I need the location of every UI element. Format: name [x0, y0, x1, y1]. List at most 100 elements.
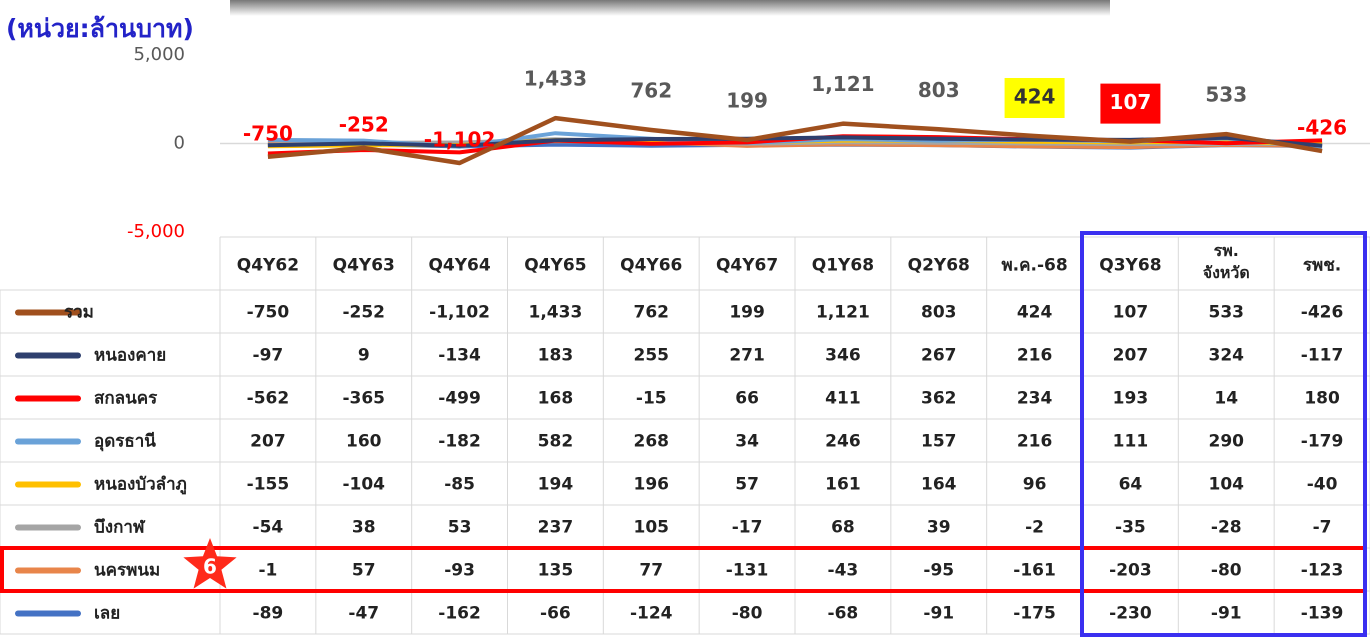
series-line [267, 115, 1323, 166]
table-value: 135 [538, 561, 574, 581]
table-value: 207 [1113, 346, 1149, 366]
table-value: 411 [825, 389, 861, 409]
table-value: -80 [1211, 561, 1242, 581]
table-value: -91 [923, 604, 954, 624]
table-value: -80 [732, 604, 763, 624]
table-value: 271 [729, 346, 765, 366]
table-value: -17 [732, 518, 763, 538]
table-value: -203 [1109, 561, 1152, 581]
table-value: -7 [1313, 518, 1332, 538]
table-value: 362 [921, 389, 957, 409]
table-value: -43 [828, 561, 859, 581]
column-header: Q4Y66 [620, 256, 682, 276]
table-value: -28 [1211, 518, 1242, 538]
table-value: -35 [1115, 518, 1146, 538]
table-value: 53 [448, 518, 472, 538]
table-value: 346 [825, 346, 861, 366]
table-value: -66 [540, 604, 571, 624]
table-value: 38 [352, 518, 376, 538]
table-value: -182 [438, 432, 481, 452]
table-value: 216 [1017, 432, 1053, 452]
series-name: เลย [94, 604, 120, 624]
table-value: 234 [1017, 389, 1053, 409]
table-value: 104 [1209, 475, 1245, 495]
y-tick-label: 5,000 [133, 44, 185, 65]
table-value: 194 [538, 475, 574, 495]
data-label: 533 [1205, 83, 1247, 107]
table-value: -54 [253, 518, 284, 538]
table-value: 268 [634, 432, 670, 452]
y-tick-label: -5,000 [127, 221, 185, 242]
table-value: 762 [634, 303, 670, 323]
table-value: 161 [825, 475, 861, 495]
data-label: 803 [918, 78, 960, 102]
data-label: -1,102 [424, 128, 496, 152]
header-line: รพ. [1214, 241, 1239, 260]
table-value: -139 [1301, 604, 1344, 624]
column-header: Q2Y68 [908, 256, 970, 276]
table-value: -230 [1109, 604, 1152, 624]
table-value: -499 [438, 389, 481, 409]
table-value: -47 [348, 604, 379, 624]
table-value: -93 [444, 561, 475, 581]
table-value: -40 [1307, 475, 1338, 495]
table-value: 424 [1017, 303, 1053, 323]
table-value: -124 [630, 604, 673, 624]
table-value: 1,121 [816, 303, 870, 323]
column-header: รพช. [1303, 256, 1341, 276]
table-value: 533 [1209, 303, 1245, 323]
table-value: -97 [253, 346, 284, 366]
column-header: Q4Y63 [333, 256, 395, 276]
table-value: 1,433 [529, 303, 583, 323]
highlight-frame [1080, 231, 1367, 637]
table-value: 207 [250, 432, 286, 452]
table-value: -750 [247, 303, 290, 323]
table-value: 290 [1209, 432, 1245, 452]
table-value: -89 [253, 604, 284, 624]
data-label: 424 [1014, 84, 1056, 108]
annotation: 6 [203, 555, 217, 579]
column-header: Q4Y62 [237, 256, 299, 276]
table-value: -562 [247, 389, 290, 409]
table-value: -123 [1301, 561, 1344, 581]
series-name: รวม [64, 303, 94, 323]
table-value: -91 [1211, 604, 1242, 624]
table-value: 111 [1113, 432, 1149, 452]
table-value: 180 [1304, 389, 1340, 409]
column-header: Q4Y64 [428, 256, 490, 276]
series-name: อุดรธานี [94, 431, 156, 452]
series-name: หนองบัวลำภู [94, 475, 187, 496]
table-value: 803 [921, 303, 957, 323]
table-value: 34 [735, 432, 759, 452]
table-value: 64 [1119, 475, 1143, 495]
table-value: 255 [634, 346, 670, 366]
data-label: -252 [339, 112, 389, 136]
column-header: Q3Y68 [1099, 256, 1161, 276]
table-value: -162 [438, 604, 481, 624]
data-label: 762 [630, 79, 672, 103]
data-label: 199 [726, 88, 768, 112]
table-value: 196 [634, 475, 670, 495]
table-value: -68 [828, 604, 859, 624]
table-value: -175 [1013, 604, 1056, 624]
table-value: 9 [358, 346, 370, 366]
table-value: 57 [352, 561, 376, 581]
table-value: 66 [735, 389, 759, 409]
header-line: จังหวัด [1203, 263, 1250, 282]
data-label: 1,121 [811, 72, 874, 96]
table-value: -15 [636, 389, 667, 409]
table-value: 267 [921, 346, 957, 366]
table-value: -1,102 [429, 303, 490, 323]
table-value: 105 [634, 518, 670, 538]
table-value: -131 [726, 561, 769, 581]
table-value: -95 [923, 561, 954, 581]
table-value: 157 [921, 432, 957, 452]
table-value: 199 [729, 303, 765, 323]
table-value: -2 [1025, 518, 1044, 538]
table-value: -155 [247, 475, 290, 495]
table-value: 68 [831, 518, 855, 538]
data-label: -750 [243, 121, 293, 145]
series-name: สกลนคร [94, 389, 158, 409]
table-value: 216 [1017, 346, 1053, 366]
table-value: 237 [538, 518, 574, 538]
